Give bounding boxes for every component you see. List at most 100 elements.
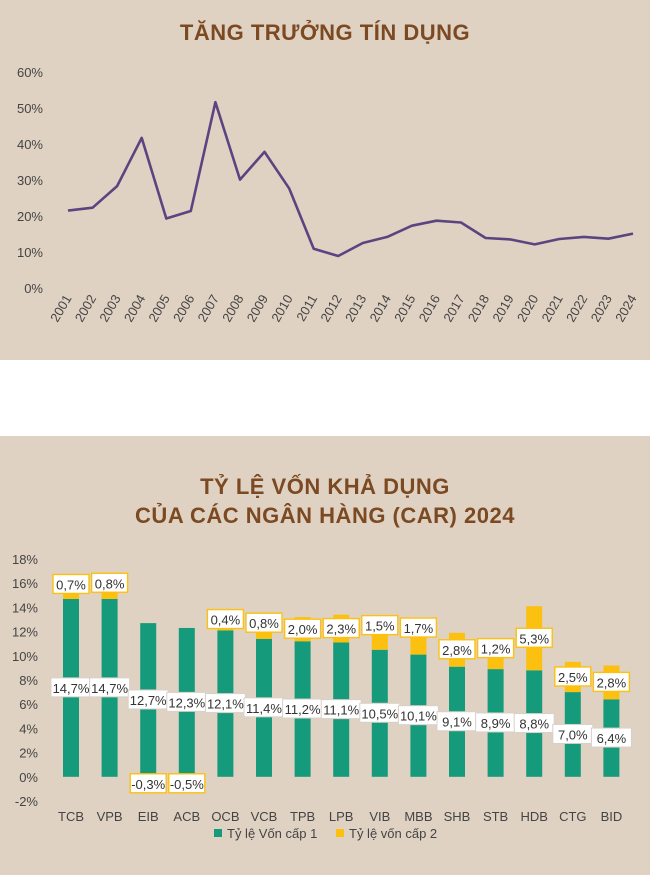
svg-text:10,1%: 10,1%: [400, 709, 437, 724]
svg-text:1,2%: 1,2%: [481, 642, 511, 657]
credit-growth-title: TĂNG TRƯỞNG TÍN DỤNG: [179, 20, 471, 45]
x-tick-label: 2022: [563, 292, 590, 325]
data-label-tier1-VPB: 14,7%: [89, 677, 131, 698]
x-tick-label: 2008: [219, 292, 246, 325]
svg-text:11,1%: 11,1%: [323, 703, 359, 718]
credit-growth-panel: TĂNG TRƯỞNG TÍN DỤNG: [0, 0, 650, 360]
data-label-tier1-VCB: 11,4%: [243, 697, 285, 718]
y-tick-label: 8%: [19, 673, 38, 688]
category-label-VIB: VIB: [369, 809, 390, 824]
data-label-tier1-TPB: 11,2%: [282, 698, 324, 719]
x-tick-label: 2011: [293, 292, 320, 324]
data-label-tier1-VIB: 10,5%: [359, 702, 401, 723]
category-label-SHB: SHB: [444, 809, 471, 824]
x-tick-label: 2002: [72, 292, 99, 325]
x-tick-label: 2004: [121, 292, 148, 325]
x-tick-label: 2020: [514, 292, 541, 325]
svg-text:6,4%: 6,4%: [597, 731, 627, 746]
category-label-EIB: EIB: [138, 809, 159, 824]
data-label-tier1-OCB: 12,1%: [204, 693, 246, 714]
legend-label-tier1: Tỷ lệ Vốn cấp 1: [227, 826, 317, 841]
x-tick-label: 2003: [96, 292, 123, 325]
legend-label-tier2: Tỷ lệ vốn cấp 2: [349, 826, 437, 841]
data-label-tier2-BID: 2,8%: [592, 671, 631, 693]
data-label-tier1-EIB: 12,7%: [127, 689, 169, 710]
x-tick-label: 2005: [145, 292, 172, 325]
category-label-STB: STB: [483, 809, 508, 824]
data-label-tier2-SHB: 2,8%: [438, 639, 476, 660]
category-label-TPB: TPB: [290, 809, 315, 824]
x-tick-label: 2017: [440, 292, 467, 325]
svg-text:0,4%: 0,4%: [211, 613, 241, 628]
svg-text:7,0%: 7,0%: [558, 727, 588, 742]
y-tick-label: 20%: [17, 209, 43, 224]
credit-growth-line-chart: 0% 10% 20% 30% 40% 50% 60% 20012002200320042005…: [17, 65, 640, 325]
data-label-tier2-TCB: 0,7%: [52, 573, 90, 595]
category-label-TCB: TCB: [58, 809, 84, 824]
y-tick-label: 0%: [19, 770, 38, 785]
bar-tier2-VCB: [256, 629, 272, 639]
y-tick-label: 10%: [12, 649, 38, 664]
category-label-ACB: ACB: [173, 809, 200, 824]
svg-text:-0,5%: -0,5%: [170, 777, 204, 792]
data-label-tier1-CTG: 7,0%: [552, 723, 594, 744]
data-label-tier2-VPB: 0,8%: [90, 572, 129, 593]
x-tick-label: 2019: [489, 292, 516, 325]
svg-text:12,3%: 12,3%: [168, 695, 205, 710]
x-tick-label: 2024: [612, 292, 639, 325]
x-tick-label: 2018: [465, 292, 492, 325]
svg-text:1,7%: 1,7%: [404, 621, 434, 636]
legend-swatch-tier2: [336, 829, 344, 837]
y-tick-label: 16%: [12, 576, 38, 591]
y-tick-label: 6%: [19, 697, 38, 712]
data-label-tier2-LPB: 2,3%: [322, 617, 360, 639]
x-tick-label: 2013: [342, 292, 369, 325]
data-label-tier2-VIB: 1,5%: [361, 614, 399, 636]
category-label-VCB: VCB: [251, 809, 278, 824]
data-label-tier2-MBB: 1,7%: [399, 617, 438, 638]
bar-tier2-VPB: [101, 589, 118, 599]
y-tick-label: 2%: [19, 746, 38, 761]
svg-text:8,8%: 8,8%: [519, 717, 549, 732]
svg-text:10,5%: 10,5%: [361, 706, 398, 721]
category-label-LPB: LPB: [329, 809, 354, 824]
svg-text:11,2%: 11,2%: [285, 702, 321, 717]
category-label-OCB: OCB: [211, 809, 239, 824]
y-tick-label: -2%: [15, 794, 39, 809]
svg-text:0,7%: 0,7%: [56, 577, 86, 592]
category-label-MBB: MBB: [404, 809, 432, 824]
y-tick-label: 50%: [17, 101, 43, 116]
x-tick-label: 2014: [366, 292, 393, 325]
svg-text:8,9%: 8,9%: [481, 716, 511, 731]
data-label-tier1-BID: 6,4%: [590, 727, 632, 748]
y-tick-label: 4%: [19, 721, 38, 736]
bar-tier2-TCB: [63, 590, 79, 599]
svg-text:9,1%: 9,1%: [442, 715, 472, 730]
data-label-tier2-STB: 1,2%: [476, 637, 515, 659]
y-tick-label: 18%: [12, 552, 38, 567]
svg-text:2,8%: 2,8%: [442, 643, 472, 658]
car-stacked-bar-chart: -2% 0% 2% 4% 6% 8% 10% 12% 14% 16% 18% TCB 14,7% 0,7%…: [12, 552, 632, 841]
x-tick-label: 2021: [538, 292, 565, 325]
data-label-tier1-HDB: 8,8%: [513, 713, 555, 734]
data-label-tier2-EIB: -0,3%: [129, 773, 167, 794]
svg-text:11,4%: 11,4%: [246, 701, 282, 716]
y-tick-label: 0%: [24, 281, 43, 296]
x-tick-label: 2012: [317, 292, 344, 325]
credit-growth-line: [67, 100, 634, 258]
svg-text:0,8%: 0,8%: [249, 616, 279, 631]
svg-text:0,8%: 0,8%: [95, 576, 125, 591]
data-label-tier2-CTG: 2,5%: [554, 666, 592, 687]
x-tick-label: 2001: [47, 292, 74, 325]
data-label-tier2-TPB: 2,0%: [283, 618, 322, 639]
y-tick-label: 12%: [12, 625, 38, 640]
category-label-CTG: CTG: [559, 809, 586, 824]
category-label-VPB: VPB: [97, 809, 123, 824]
y-tick-label: 14%: [12, 600, 38, 615]
svg-text:5,3%: 5,3%: [519, 631, 549, 646]
svg-text:14,7%: 14,7%: [91, 681, 128, 696]
category-label-BID: BID: [601, 809, 623, 824]
svg-text:-0,3%: -0,3%: [131, 777, 165, 792]
svg-text:2,8%: 2,8%: [597, 675, 627, 690]
data-label-tier2-HDB: 5,3%: [515, 627, 553, 648]
